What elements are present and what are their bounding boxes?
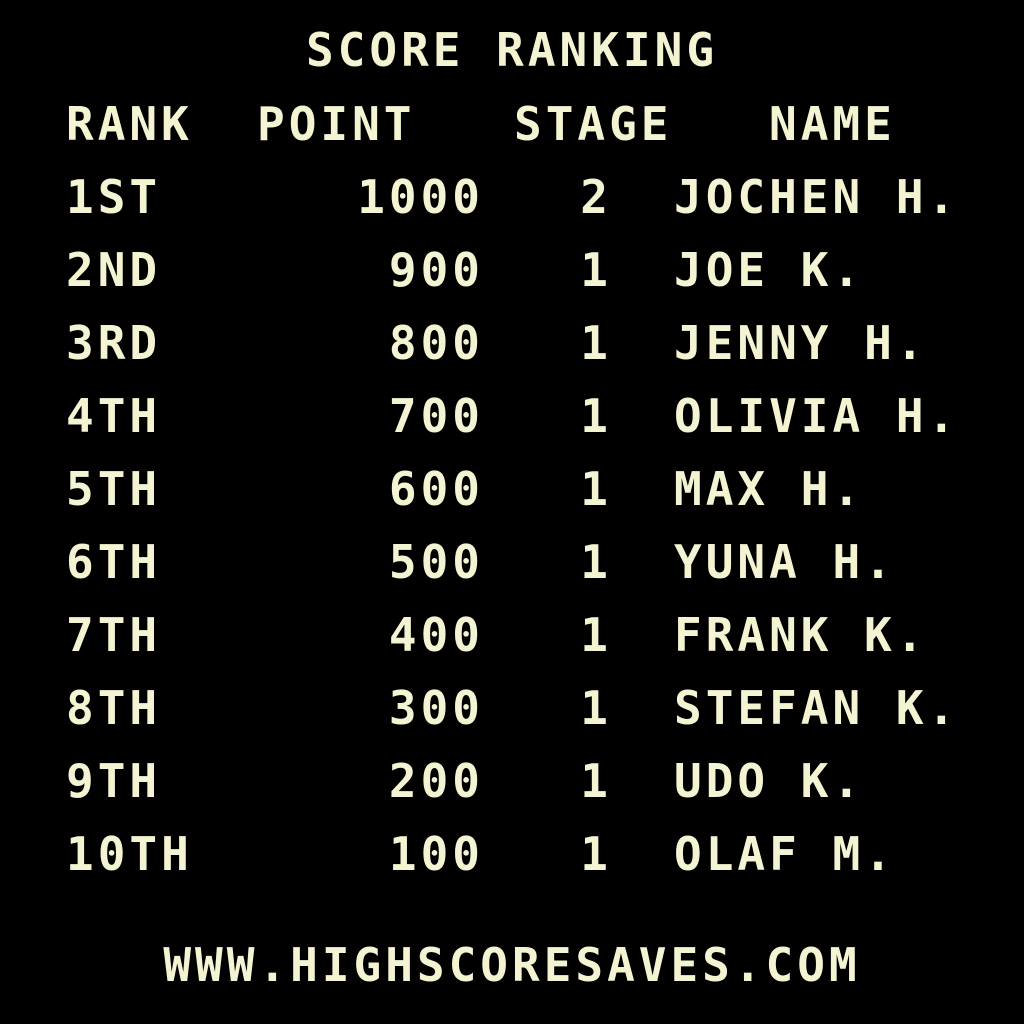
rank-cell: 3RD — [66, 316, 162, 370]
point-cell: 900 — [388, 243, 484, 297]
stage-cell: 1 — [580, 462, 612, 516]
point-cell: 500 — [388, 535, 484, 589]
header-name: NAME — [769, 97, 896, 151]
rank-cell: 10TH — [66, 827, 193, 881]
name-cell: OLAF M. — [674, 827, 896, 881]
screen-title: SCORE RANKING — [305, 23, 719, 77]
rank-cell: 5TH — [66, 462, 162, 516]
rank-cell: 7TH — [66, 608, 162, 662]
rank-cell: 4TH — [66, 389, 162, 443]
stage-cell: 2 — [580, 170, 612, 224]
rank-cell: 6TH — [66, 535, 162, 589]
point-cell: 400 — [388, 608, 484, 662]
rank-cell: 9TH — [66, 754, 162, 808]
name-cell: FRANK K. — [674, 608, 928, 662]
stage-cell: 1 — [580, 243, 612, 297]
name-cell: MAX H. — [674, 462, 865, 516]
name-cell: JOE K. — [674, 243, 865, 297]
stage-cell: 1 — [580, 389, 612, 443]
website-footer: WWW.HIGHSCORESAVES.COM — [163, 938, 861, 992]
point-cell: 200 — [388, 754, 484, 808]
name-cell: JENNY H. — [674, 316, 928, 370]
point-cell: 1000 — [357, 170, 484, 224]
name-cell: STEFAN K. — [674, 681, 960, 735]
rank-cell: 1ST — [66, 170, 162, 224]
point-cell: 700 — [388, 389, 484, 443]
stage-cell: 1 — [580, 754, 612, 808]
rank-cell: 8TH — [66, 681, 162, 735]
name-cell: JOCHEN H. — [674, 170, 960, 224]
header-point: POINT — [257, 97, 416, 151]
stage-cell: 1 — [580, 827, 612, 881]
point-cell: 300 — [388, 681, 484, 735]
point-cell: 600 — [388, 462, 484, 516]
point-cell: 100 — [388, 827, 484, 881]
stage-cell: 1 — [580, 316, 612, 370]
rank-cell: 2ND — [66, 243, 162, 297]
stage-cell: 1 — [580, 608, 612, 662]
stage-cell: 1 — [580, 535, 612, 589]
header-stage: STAGE — [514, 97, 673, 151]
name-cell: UDO K. — [674, 754, 865, 808]
name-cell: YUNA H. — [674, 535, 896, 589]
name-cell: OLIVIA H. — [674, 389, 960, 443]
header-rank: RANK — [66, 97, 193, 151]
point-cell: 800 — [388, 316, 484, 370]
stage-cell: 1 — [580, 681, 612, 735]
